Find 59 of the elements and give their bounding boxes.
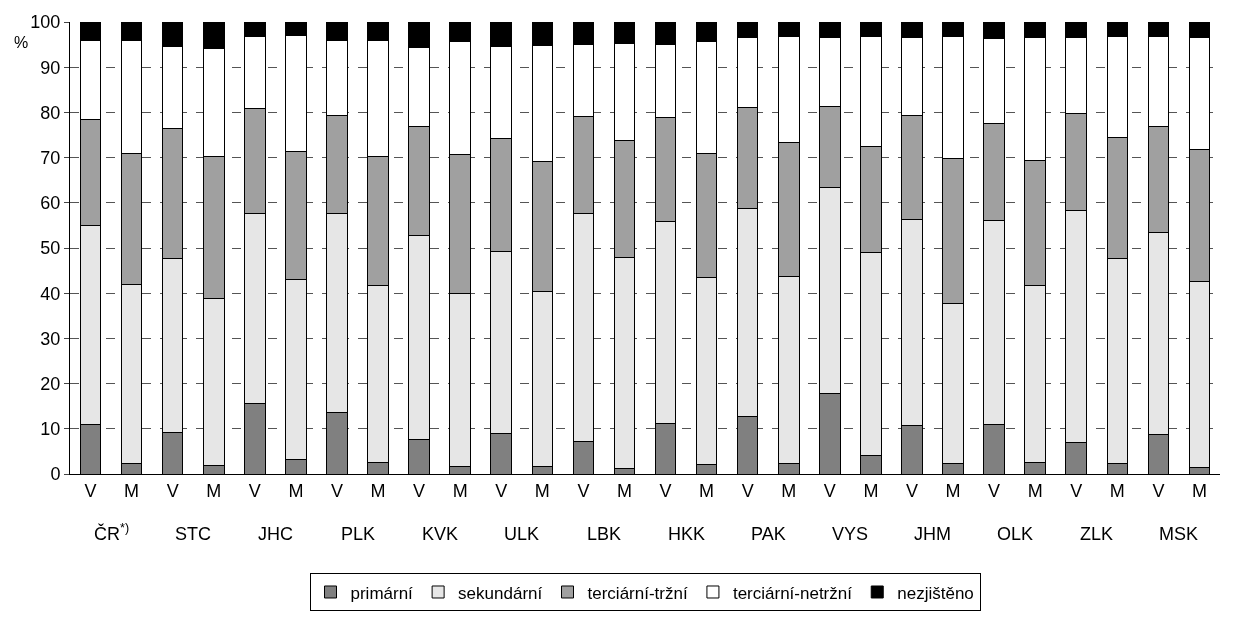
y-tick-label: 100 [30,12,61,33]
text: LBK [587,524,622,544]
y-tick-label: 80 [40,102,61,123]
y-tick-label: 10 [40,419,61,440]
x-tick-label: V [823,480,836,501]
y-tick-label: 30 [40,328,61,349]
x-tick-label: M [781,480,797,501]
x-tick-label: V [1070,480,1083,501]
y-tick-label: 90 [40,57,61,78]
x-tick-label: V [659,480,672,501]
x-tick-label: M [206,480,222,501]
x-tick-label: M [534,480,550,501]
legend-label: terciární-netržní [732,583,853,603]
text: JHC [258,524,293,544]
text: MSK [1159,524,1199,544]
x-tick-label: V [413,480,426,501]
text: OLK [997,524,1034,544]
text: ULK [504,524,540,544]
x-tick-label: M [863,480,879,501]
x-tick-label: M [616,480,632,501]
text: STC [175,524,211,544]
x-tick-label: M [1191,480,1207,501]
x-tick-label: V [1152,480,1165,501]
text: PAK [751,524,786,544]
y-tick-label: 50 [40,238,61,259]
x-tick-label: M [945,480,961,501]
y-tick-label: 40 [40,283,61,304]
x-tick-label: V [166,480,179,501]
text: JHM [914,524,951,544]
y-tick-label: 70 [40,147,61,168]
x-tick-label: M [370,480,386,501]
x-tick-label: M [288,480,304,501]
x-tick-label: V [495,480,508,501]
y-tick-label: 60 [40,193,61,214]
y-tick-label: 20 [40,373,61,394]
x-tick-label: M [1027,480,1043,501]
text: PLK [341,524,376,544]
x-tick-label: V [577,480,590,501]
x-tick-label: M [124,480,140,501]
legend-label: terciární-tržní [587,583,688,603]
legend-label: nezjištěno [897,583,974,603]
x-tick-label: V [330,480,343,501]
text: HKK [668,524,706,544]
x-tick-label: V [905,480,918,501]
text: VYS [832,524,869,544]
x-tick-label: V [248,480,261,501]
x-tick-label: V [988,480,1001,501]
x-tick-label: M [699,480,715,501]
legend-label: primární [350,583,414,603]
y-tick-label: 0 [50,464,61,485]
text: KVK [422,524,459,544]
y-axis-title: % [14,34,29,51]
text: ZLK [1080,524,1114,544]
legend-label: sekundární [458,583,543,603]
x-tick-label: V [84,480,97,501]
x-tick-label: V [741,480,754,501]
x-tick-label: M [1109,480,1125,501]
x-tick-label: M [452,480,468,501]
text: ČR$^{*)}$ [94,521,130,544]
